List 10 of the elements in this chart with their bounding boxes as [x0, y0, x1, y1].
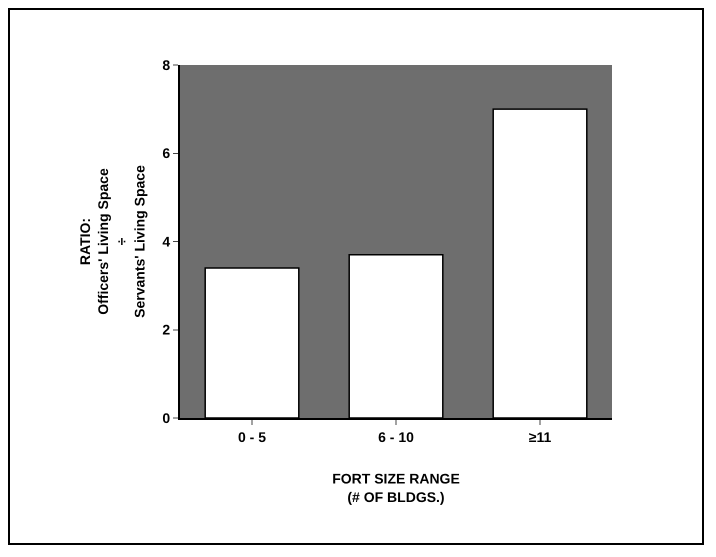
x-tick-label: 6 - 10 [378, 428, 414, 445]
y-tick-label: 2 [162, 322, 170, 338]
y-tick-label: 4 [162, 233, 170, 250]
x-tick-label: 0 - 5 [238, 428, 266, 445]
y-tick-label: 6 [162, 145, 170, 162]
x-axis-title: FORT SIZE RANGE (# OF BLDGS.) [332, 470, 460, 505]
y-tick-label: 8 [162, 56, 170, 73]
x-tick-label: ≥11 [528, 428, 552, 445]
y-tick-label: 0 [162, 410, 170, 426]
y-axis-title: RATIO: Officers' Living Space ÷ Servants' Living Space [76, 164, 148, 318]
